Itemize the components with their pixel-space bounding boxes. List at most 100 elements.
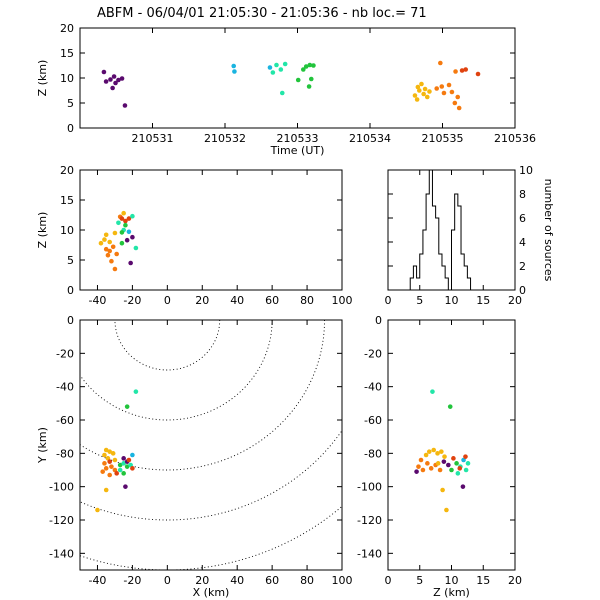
- y-tick-label: -120: [357, 514, 382, 527]
- data-point: [417, 88, 422, 93]
- data-point: [446, 82, 452, 88]
- data-point: [451, 456, 456, 461]
- y-tick-label: 4: [519, 236, 526, 249]
- y-tick-label: -100: [49, 481, 74, 494]
- data-point: [270, 70, 276, 75]
- data-point: [130, 234, 135, 240]
- x-tick-label: 0: [385, 294, 392, 307]
- data-point: [109, 464, 114, 469]
- data-point: [126, 229, 132, 235]
- data-point: [463, 454, 468, 459]
- data-point: [441, 459, 447, 464]
- y-tick-label: -40: [56, 381, 74, 394]
- data-point: [128, 260, 133, 266]
- data-point: [101, 69, 107, 75]
- data-point: [441, 90, 447, 96]
- data-point: [103, 447, 109, 453]
- x-tick-label: 40: [230, 574, 244, 587]
- data-point: [456, 105, 462, 111]
- data-point: [117, 467, 123, 473]
- y-tick-label: -60: [56, 414, 74, 427]
- data-point: [423, 452, 429, 458]
- data-point: [116, 77, 121, 83]
- data-point: [422, 86, 428, 92]
- y-axis-label: Y (km): [36, 427, 49, 464]
- data-point: [98, 240, 104, 246]
- data-point: [447, 404, 453, 409]
- time-height-panel: 210531 210532 210533 210534 210535 210536 0 5 10…: [36, 22, 536, 157]
- x-tick-label: 0: [164, 574, 171, 587]
- y-tick-label: 0: [67, 314, 74, 327]
- data-point: [114, 471, 119, 476]
- y-tick-label: 10: [60, 224, 74, 237]
- histogram-bar: [423, 230, 426, 290]
- data-point: [130, 466, 135, 471]
- y-tick-label: 0: [519, 284, 526, 297]
- data-point: [414, 469, 419, 474]
- data-point: [111, 74, 117, 79]
- data-point: [416, 464, 421, 469]
- data-point: [412, 93, 418, 98]
- y-tick-label: 5: [67, 254, 74, 267]
- data-point: [110, 244, 116, 250]
- x-tick-label: 20: [195, 294, 209, 307]
- data-point: [109, 258, 114, 264]
- data-point: [414, 97, 420, 102]
- x-tick-label: 80: [300, 294, 314, 307]
- data-point: [465, 461, 471, 466]
- data-point: [95, 507, 100, 513]
- data-point: [295, 77, 301, 83]
- data-point: [460, 484, 466, 489]
- data-point: [102, 237, 107, 242]
- data-point: [449, 89, 455, 95]
- histogram-bar: [426, 194, 429, 290]
- x-tick-label: 100: [332, 574, 353, 587]
- data-point: [446, 462, 451, 468]
- y-axis-label: Z (km): [36, 60, 49, 97]
- x-tick-label: 80: [300, 574, 314, 587]
- data-point: [102, 452, 107, 458]
- x-axis-label: X (km): [193, 586, 230, 599]
- y-tick-label: -20: [364, 347, 382, 360]
- x-tick-label: 20: [508, 574, 522, 587]
- histogram-bar: [467, 278, 470, 290]
- data-point: [133, 245, 139, 251]
- data-point: [430, 389, 435, 394]
- data-point: [103, 487, 109, 493]
- data-point: [122, 103, 128, 108]
- data-point: [455, 94, 461, 100]
- data-point: [279, 90, 285, 96]
- data-point: [116, 220, 121, 226]
- data-point: [108, 77, 113, 82]
- y-axis-label: Z (km): [36, 212, 49, 249]
- data-point: [126, 216, 132, 221]
- histogram-step-line: [409, 169, 474, 291]
- data-point: [303, 64, 309, 69]
- figure-title: ABFM - 06/04/01 21:05:30 - 21:05:36 - nb…: [97, 6, 427, 21]
- data-point: [112, 266, 118, 272]
- data-point: [105, 252, 111, 258]
- y-tick-label: -120: [49, 514, 74, 527]
- data-point: [453, 69, 458, 74]
- y-tick-label: -20: [56, 347, 74, 360]
- y-tick-label: 2: [519, 260, 526, 273]
- data-point: [459, 68, 465, 73]
- data-point: [110, 451, 116, 456]
- data-point: [307, 62, 313, 68]
- data-point: [100, 469, 106, 474]
- data-point: [110, 85, 115, 91]
- data-point: [426, 449, 432, 454]
- x-tick-label: 0: [164, 294, 171, 307]
- y-tick-label: 20: [60, 22, 74, 35]
- data-point: [231, 63, 236, 69]
- y-tick-label: -100: [357, 481, 382, 494]
- data-point: [455, 471, 461, 476]
- y-tick-label: 15: [60, 47, 74, 60]
- histogram-bar: [417, 278, 420, 290]
- data-point: [121, 471, 126, 476]
- data-point: [457, 466, 463, 471]
- plan-view-panel: -40 -20 0 20 40 60 80 100 -140 -120 -100 -80 -60 -40 -…: [36, 314, 353, 599]
- x-tick-label: 20: [508, 294, 522, 307]
- y-tick-label: -80: [364, 447, 382, 460]
- data-point: [121, 461, 126, 466]
